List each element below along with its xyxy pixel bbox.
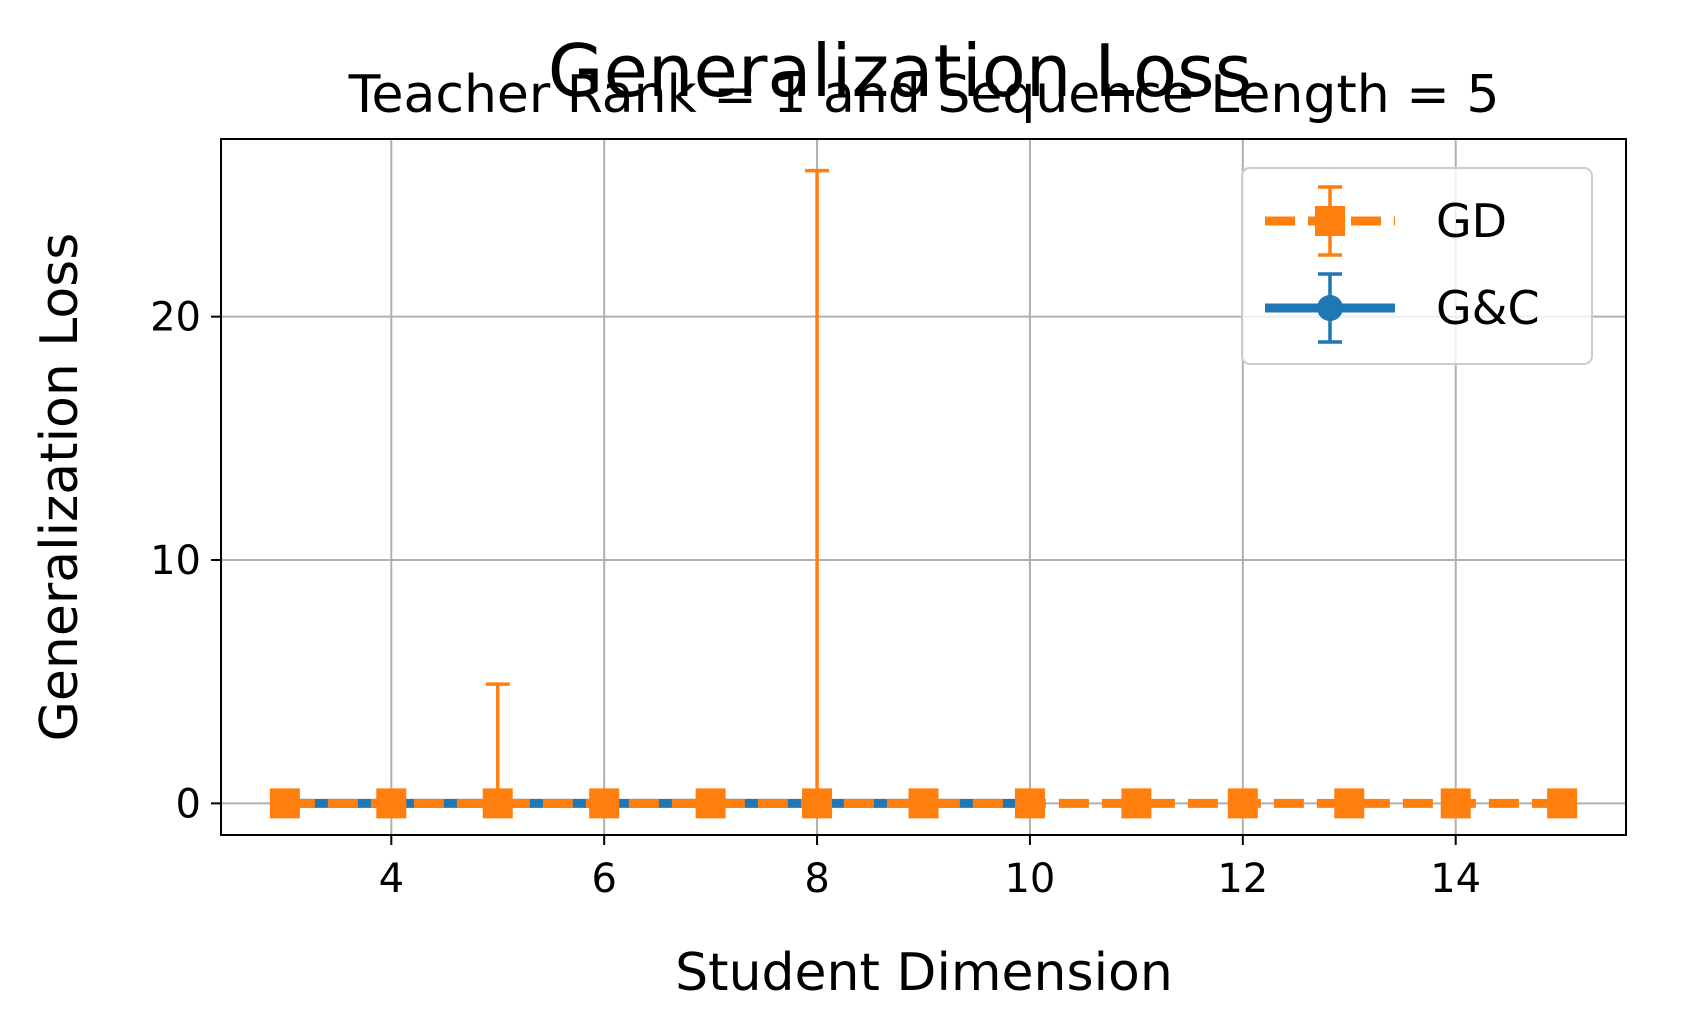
series-gd	[269, 168, 1578, 819]
legend-entry: G&C	[1265, 272, 1540, 344]
data-point	[589, 788, 620, 819]
legend-entry: GD	[1265, 185, 1507, 257]
data-point	[695, 788, 726, 819]
x-axis-label: Student Dimension	[675, 943, 1173, 1003]
legend-label: G&C	[1436, 281, 1540, 335]
x-tick-label: 6	[591, 856, 616, 902]
chart-title: Generalization Loss	[548, 29, 1252, 113]
legend-label: GD	[1436, 194, 1507, 248]
legend-marker	[1315, 206, 1345, 236]
legend-entries: GD G&C	[1265, 185, 1540, 344]
x-tick-label: 14	[1430, 856, 1481, 902]
data-point	[376, 788, 407, 819]
data-point	[1547, 788, 1578, 819]
chart-subtitle: Teacher Rank = 1 and Sequence Length = 5	[348, 65, 1500, 125]
data-point	[1440, 788, 1471, 819]
y-tick-label: 10	[150, 538, 201, 584]
y-axis-label: Generalization Loss	[30, 233, 90, 742]
axes-ticks: 4 6 8 10 12 14 0 10 20	[150, 295, 1481, 902]
data-point	[908, 788, 939, 819]
legend: GD G&C	[1241, 167, 1593, 365]
series-layer	[269, 168, 1578, 819]
y-tick-label: 0	[176, 781, 201, 827]
plot-area-frame	[220, 138, 1627, 836]
data-point	[269, 788, 300, 819]
data-point	[1227, 788, 1258, 819]
data-point	[482, 788, 513, 819]
y-tick-label: 20	[150, 295, 201, 341]
legend-marker	[1317, 295, 1343, 321]
x-tick-label: 4	[379, 856, 404, 902]
data-point	[802, 788, 833, 819]
data-point	[1121, 788, 1152, 819]
x-tick-label: 12	[1217, 856, 1268, 902]
x-tick-label: 8	[804, 856, 829, 902]
x-tick-label: 10	[1004, 856, 1055, 902]
data-point	[1334, 788, 1365, 819]
data-point	[1014, 788, 1045, 819]
